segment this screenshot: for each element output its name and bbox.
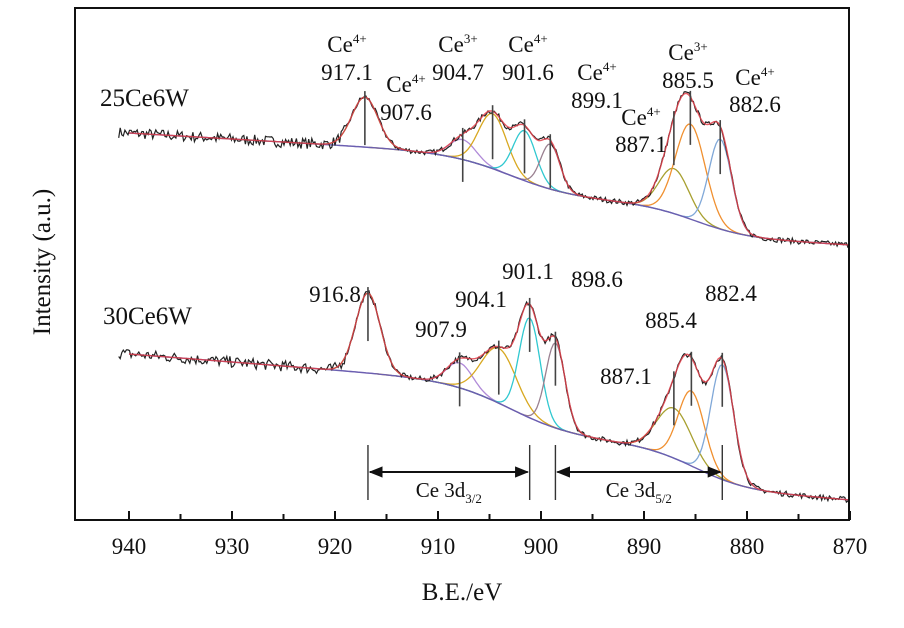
y-axis-label: Intensity (a.u.) xyxy=(29,189,56,335)
peak-be-label: 901.1 xyxy=(502,259,554,284)
peak-be-label: 898.6 xyxy=(571,267,623,292)
charge: 3+ xyxy=(464,31,478,46)
label-sub: 5/2 xyxy=(655,491,672,506)
ion: Ce xyxy=(621,105,647,130)
peak-be-label: 917.1 xyxy=(321,60,373,85)
component-25Ce6W-887.1 xyxy=(550,167,796,242)
peak-be-label: 882.6 xyxy=(729,92,781,117)
charge: 4+ xyxy=(761,64,775,79)
component-25Ce6W-885.5 xyxy=(566,123,812,244)
peak-be-label: 907.9 xyxy=(415,317,467,342)
ion: Ce xyxy=(735,65,761,90)
peak-be-label: 904.7 xyxy=(432,60,484,85)
component-25Ce6W-904.7 xyxy=(368,112,615,202)
peak-be-label: 907.6 xyxy=(380,100,432,125)
ion: Ce xyxy=(668,40,694,65)
component-30Ce6W-885.4 xyxy=(567,390,813,498)
x-tick-label: 880 xyxy=(730,534,765,559)
ion: Ce xyxy=(386,72,412,97)
charge: 3+ xyxy=(694,39,708,54)
peak-ion-label: Ce4+ xyxy=(577,59,616,85)
peak-be-label: 885.5 xyxy=(662,68,714,93)
peak-be-label: 885.4 xyxy=(645,308,697,333)
x-tick-label: 900 xyxy=(524,534,559,559)
peak-be-label: 901.6 xyxy=(502,60,554,85)
peak-ion-label: Ce4+ xyxy=(621,104,660,130)
x-axis-label: B.E./eV xyxy=(422,579,503,606)
x-tick-label: 930 xyxy=(215,534,250,559)
ion: Ce xyxy=(577,60,603,85)
plot-frame xyxy=(74,7,850,521)
x-tick-label: 910 xyxy=(421,534,456,559)
peak-ion-label: Ce4+ xyxy=(735,64,774,90)
series-label-30Ce6W: 30Ce6W xyxy=(103,303,192,330)
x-tick-label: 940 xyxy=(112,534,147,559)
peak-ion-label: Ce4+ xyxy=(327,31,366,57)
x-tick-label: 870 xyxy=(833,534,868,559)
annotation-label: Ce 3d5/2 xyxy=(606,478,672,506)
peak-be-label: 899.1 xyxy=(571,88,623,113)
peak-ion-label: Ce3+ xyxy=(668,39,707,65)
ion: Ce xyxy=(508,32,534,57)
plot-curves xyxy=(118,91,851,504)
component-30Ce6W-887.1 xyxy=(550,406,796,496)
charge: 4+ xyxy=(412,71,426,86)
peak-be-label: 904.1 xyxy=(455,287,507,312)
annotation-label: Ce 3d3/2 xyxy=(416,478,482,506)
charge: 4+ xyxy=(603,59,617,74)
peak-be-label: 916.8 xyxy=(309,282,361,307)
ion: Ce xyxy=(438,32,464,57)
fit-envelope-30Ce6W xyxy=(128,292,848,501)
component-30Ce6W-904.1 xyxy=(375,346,621,444)
background-30Ce6W xyxy=(128,353,851,501)
region-annotations: Ce 3d3/2 Ce 3d5/2 xyxy=(367,445,723,506)
component-25Ce6W-901.6 xyxy=(400,130,647,208)
label-main: Ce 3d xyxy=(606,478,656,502)
peak-ion-label: Ce3+ xyxy=(438,31,477,57)
x-tick-label: 920 xyxy=(318,534,353,559)
peak-ion-label: Ce4+ xyxy=(386,71,425,97)
charge: 4+ xyxy=(353,31,367,46)
component-30Ce6W-916.8 xyxy=(244,292,490,400)
series-label-25Ce6W: 25Ce6W xyxy=(100,85,189,112)
peak-be-label: 887.1 xyxy=(600,364,652,389)
charge: 4+ xyxy=(534,31,548,46)
peak-markers xyxy=(364,90,724,426)
background-25Ce6W xyxy=(128,132,851,246)
fit-envelope-25Ce6W xyxy=(128,92,848,246)
peak-ion-label: Ce4+ xyxy=(508,31,547,57)
charge: 4+ xyxy=(647,104,661,119)
x-tick-label: 890 xyxy=(627,534,662,559)
ion: Ce xyxy=(327,32,353,57)
peak-be-label: 887.1 xyxy=(615,132,667,157)
x-axis: 940 930 920 910 900 890 880 870 xyxy=(112,511,868,559)
peak-be-label: 882.4 xyxy=(705,281,757,306)
label-main: Ce 3d xyxy=(416,478,466,502)
label-sub: 3/2 xyxy=(465,491,482,506)
